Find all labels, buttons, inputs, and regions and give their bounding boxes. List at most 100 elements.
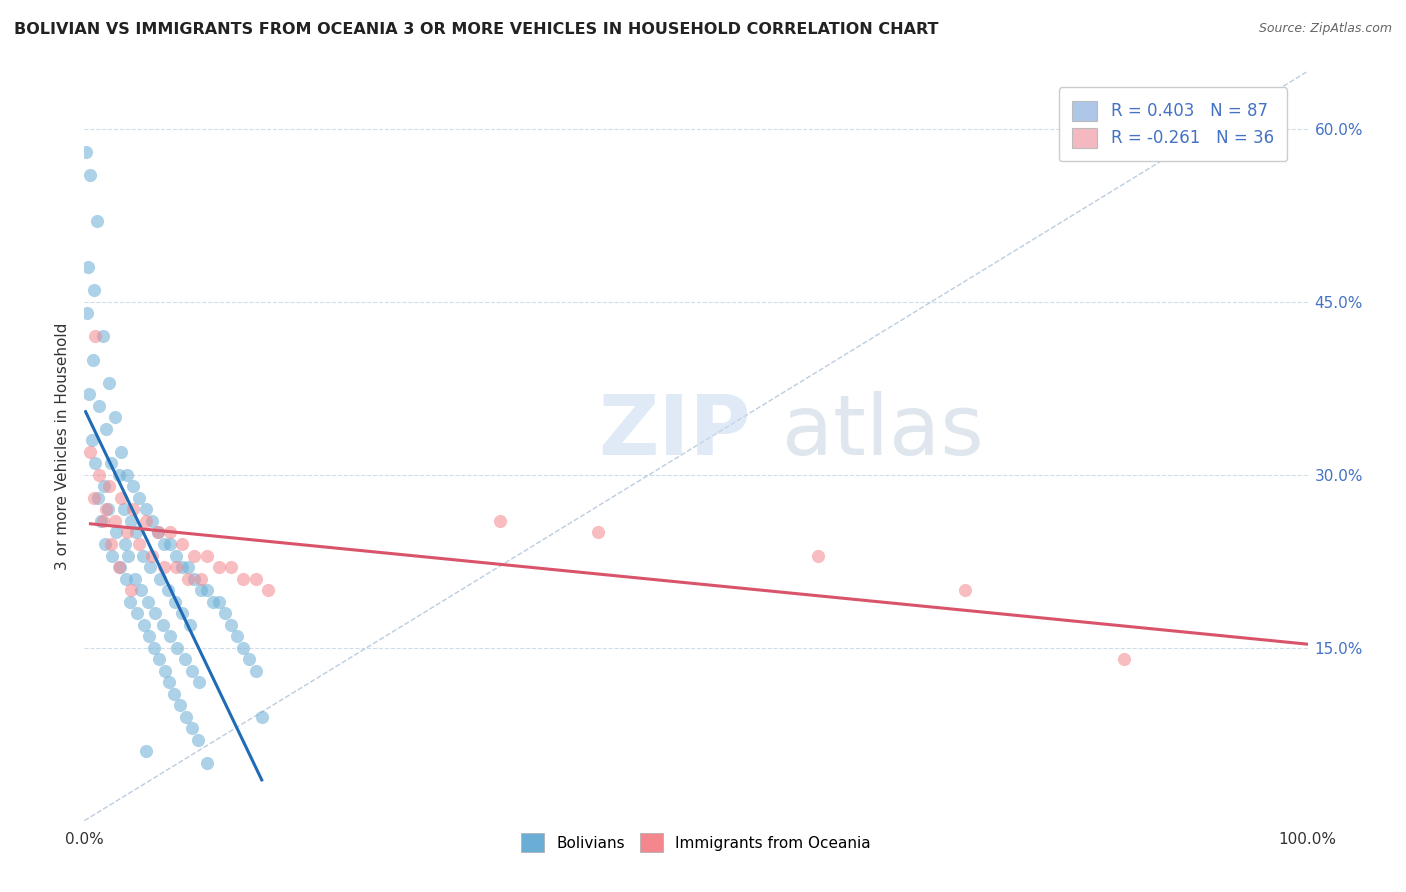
Point [117,549,139,563]
Point [153,537,176,551]
Point [125,525,148,540]
Point [232,640,254,655]
Point [245,572,267,586]
Point [77,260,100,275]
Text: ZIP: ZIP [598,391,751,472]
Point [149,572,172,586]
Point [91,514,114,528]
Point [177,572,200,586]
Point [115,572,138,586]
Point [201,594,224,608]
Point [135,744,157,758]
Point [125,606,148,620]
Point [100,537,122,551]
Point [86,214,108,228]
Point [76,306,98,320]
Point [141,549,163,563]
Point [226,629,249,643]
Point [146,525,169,540]
Point [181,664,204,678]
Point [112,502,135,516]
Point [115,525,138,540]
Point [77,387,100,401]
Point [120,514,142,528]
Point [245,664,267,678]
Point [104,514,127,528]
Point [100,456,122,470]
Point [219,617,242,632]
Point [84,329,107,343]
Point [165,549,187,563]
Point [190,572,212,586]
Point [84,456,107,470]
Point [110,491,132,505]
Point [183,572,205,586]
Point [165,560,187,574]
Point [135,502,157,516]
Point [115,467,138,482]
Point [153,560,176,574]
Point [208,594,231,608]
Point [105,525,128,540]
Point [87,399,110,413]
Point [135,514,157,528]
Point [489,514,512,528]
Point [143,606,166,620]
Point [257,583,280,598]
Point [87,467,110,482]
Point [79,168,101,182]
Point [128,491,150,505]
Point [118,594,141,608]
Point [172,560,194,574]
Point [101,549,124,563]
Point [219,560,242,574]
Point [146,525,169,540]
Point [97,376,120,390]
Point [172,537,194,551]
Point [138,629,160,643]
Point [97,479,120,493]
Point [96,502,118,516]
Text: Source: ZipAtlas.com: Source: ZipAtlas.com [1258,22,1392,36]
Point [90,514,112,528]
Point [586,525,609,540]
Point [104,410,127,425]
Point [114,537,136,551]
Point [124,572,146,586]
Point [953,583,976,598]
Point [159,525,181,540]
Point [166,640,188,655]
Point [159,629,181,643]
Point [163,594,186,608]
Point [107,560,129,574]
Point [94,537,117,551]
Point [91,329,114,343]
Point [139,560,162,574]
Point [174,710,197,724]
Text: atlas: atlas [782,391,983,472]
Point [129,583,152,598]
Point [153,664,176,678]
Point [195,756,218,770]
Point [1114,652,1136,666]
Point [177,560,200,574]
Point [80,434,103,448]
Point [173,652,195,666]
Point [141,514,163,528]
Point [172,606,194,620]
Point [75,145,97,159]
Point [97,502,120,516]
Point [250,710,273,724]
Point [136,594,159,608]
Point [132,549,155,563]
Point [208,560,231,574]
Point [83,284,105,298]
Point [122,479,145,493]
Point [96,422,118,436]
Point [181,722,204,736]
Point [232,572,254,586]
Point [128,537,150,551]
Point [82,352,104,367]
Point [190,583,212,598]
Point [83,491,105,505]
